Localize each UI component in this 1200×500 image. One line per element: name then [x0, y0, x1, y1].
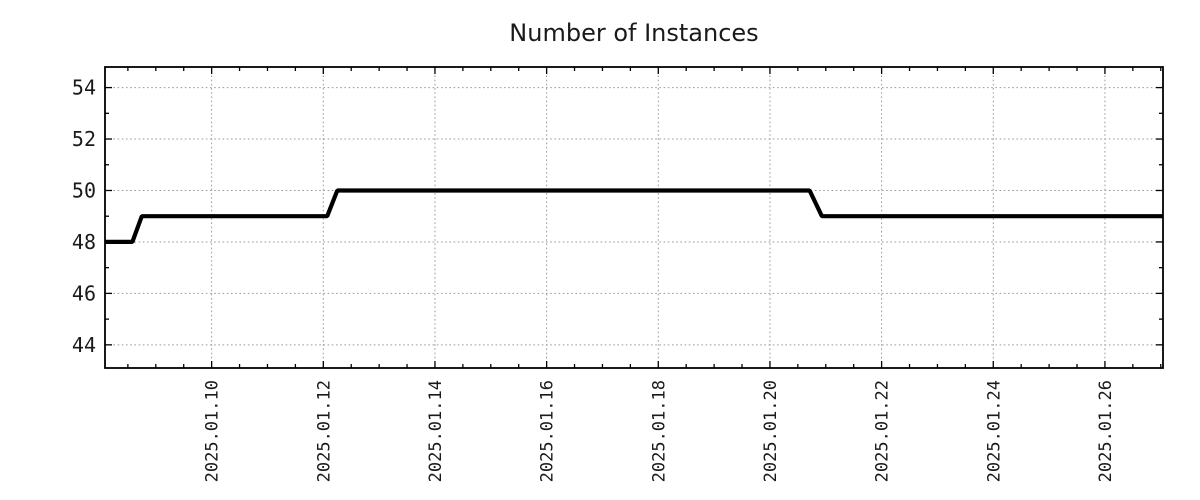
chart-title: Number of Instances: [509, 19, 758, 47]
x-tick-label: 2025.01.18: [649, 380, 669, 482]
frame-layer: [104, 66, 1164, 369]
x-tick-label: 2025.01.14: [426, 380, 446, 482]
y-tick-label: 48: [72, 230, 96, 254]
y-tick-label: 50: [72, 178, 96, 202]
series-layer: [105, 188, 1163, 244]
x-tick-label: 2025.01.20: [761, 380, 781, 482]
x-tick-label: 2025.01.24: [984, 380, 1004, 482]
series-instances-line: [105, 188, 1163, 244]
y-tick-label: 46: [72, 281, 96, 305]
tick-layer: [105, 67, 1163, 368]
y-tick-label: 52: [72, 127, 96, 151]
plot-border: [104, 66, 1164, 369]
x-tick-label: 2025.01.10: [203, 380, 223, 482]
label-layer: 44 46 48 50 52 54 2025.01.10 2025.01.12 2025.01.…: [72, 76, 1116, 483]
y-tick-label: 54: [72, 76, 96, 100]
x-tick-label: 2025.01.16: [538, 380, 558, 482]
x-tick-label: 2025.01.12: [314, 380, 334, 482]
x-tick-label: 2025.01.26: [1096, 380, 1116, 482]
y-tick-label: 44: [72, 333, 96, 357]
x-tick-label: 2025.01.22: [873, 380, 893, 482]
